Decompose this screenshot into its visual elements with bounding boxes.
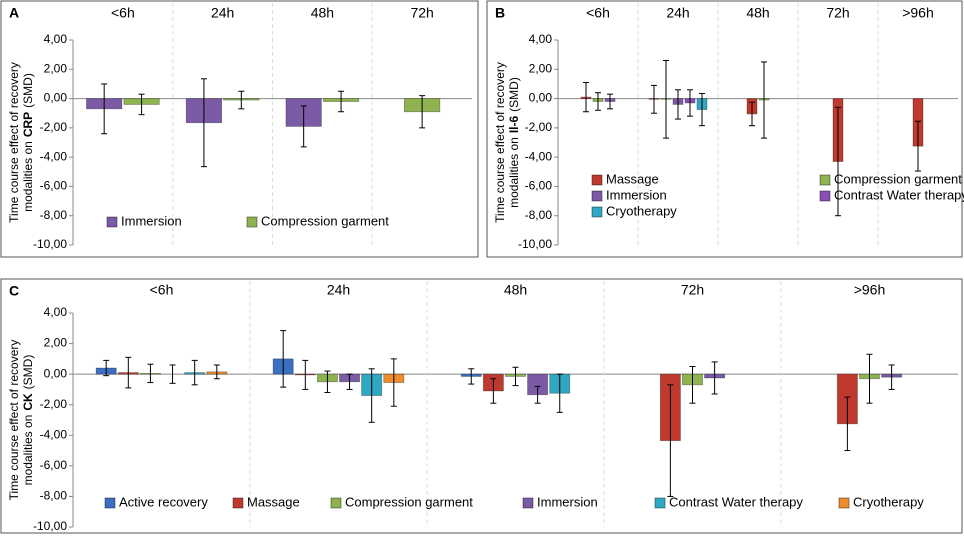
y-axis-label: Time course effect of recovery [493,62,507,223]
y-axis-label-part: (SMD) [507,77,521,112]
legend-label: Immersion [606,187,667,202]
category-label: >96h [854,282,886,298]
y-tick-label: 0,00 [44,91,68,105]
legend-label: Contrast Water therapy [834,187,964,202]
y-tick-label: -6,00 [40,458,68,472]
y-axis-label-part: (SMD) [21,355,35,390]
y-tick-label: -8,00 [40,489,68,503]
category-label: 48h [746,5,769,21]
y-axis-label-emphasis: Il-6 [507,115,521,133]
legend-swatch [106,216,118,228]
category-label: 72h [826,5,849,21]
legend-swatch [591,206,603,218]
y-tick-label: -4,00 [40,427,68,441]
y-tick-label: 4,00 [44,305,68,319]
y-tick-label: -2,00 [40,120,68,134]
legend-label: Cryotherapy [606,203,677,218]
y-axis-label-emphasis: CK [21,393,35,411]
category-label: 24h [211,5,234,21]
legend-swatch [838,497,850,509]
legend-swatch [654,497,666,509]
legend-swatch [330,497,342,509]
y-tick-label: 2,00 [44,61,68,75]
y-tick-label: -2,00 [40,397,68,411]
y-axis-label: Time course effect of recovery [7,340,21,501]
category-label: <6h [586,5,610,21]
legend-swatch [591,174,603,186]
y-tick-label: -4,00 [40,149,68,163]
y-axis-label-part: modalities on [21,415,35,486]
category-label: 72h [681,282,704,298]
panel-frame [0,0,479,258]
y-tick-label: 4,00 [529,32,553,46]
y-tick-label: -10,00 [33,519,67,533]
y-tick-label: -4,00 [525,149,553,163]
y-tick-label: -2,00 [525,120,553,134]
legend-swatch [104,497,116,509]
category-label: <6h [111,5,135,21]
panel-letter: B [495,5,505,21]
category-label: 24h [666,5,689,21]
legend-label: Massage [606,171,659,186]
legend-label: Cryotherapy [853,494,924,509]
legend-swatch [819,174,831,186]
legend-swatch [246,216,258,228]
y-axis-label: Time course effect of recovery [7,62,21,223]
legend-label: Compression garment [345,494,473,509]
y-tick-label: 4,00 [44,32,68,46]
y-tick-label: -10,00 [33,237,67,251]
category-label: <6h [150,282,174,298]
y-tick-label: -6,00 [40,179,68,193]
y-tick-label: -10,00 [518,237,552,251]
y-axis-label: modalities on CK (SMD) [21,355,35,486]
legend-label: Massage [247,494,300,509]
legend-label: Contrast Water therapy [669,494,803,509]
category-label: 24h [327,282,350,298]
y-tick-label: 2,00 [44,336,68,350]
legend-swatch [232,497,244,509]
legend-label: Compression garment [261,213,389,228]
y-tick-label: -8,00 [40,208,68,222]
y-tick-label: 2,00 [529,61,553,75]
panel-frame [486,0,963,258]
legend-swatch [591,190,603,202]
legend-label: Immersion [537,494,598,509]
category-label: 48h [311,5,334,21]
y-tick-label: 0,00 [44,366,68,380]
panel-letter: C [9,283,19,299]
y-tick-label: -6,00 [525,179,553,193]
legend-label: Active recovery [119,494,208,509]
legend-swatch [522,497,534,509]
y-axis-label: modalities on Il-6 (SMD) [507,77,521,208]
y-axis-label-emphasis: CRP [21,112,35,137]
y-axis-label: modalities on CRP (SMD) [21,73,35,212]
legend-swatch [819,190,831,202]
category-label: >96h [902,5,934,21]
y-axis-label-part: modalities on [507,137,521,208]
y-tick-label: -8,00 [525,208,553,222]
panel-letter: A [9,5,19,21]
y-axis-label-part: (SMD) [21,73,35,108]
panel-frame [0,278,963,534]
legend-label: Compression garment [834,171,962,186]
category-label: 48h [504,282,527,298]
category-label: 72h [410,5,433,21]
y-axis-label-part: modalities on [21,141,35,212]
y-tick-label: 0,00 [529,91,553,105]
legend-label: Immersion [121,213,182,228]
